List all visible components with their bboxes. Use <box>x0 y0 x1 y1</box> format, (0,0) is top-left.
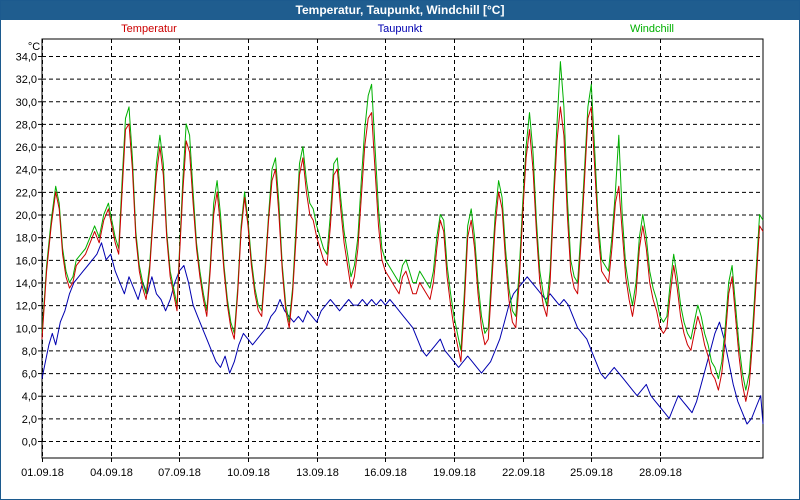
legend-windchill: Windchill <box>630 23 674 35</box>
y-tick-label: 0,0 <box>22 437 37 449</box>
y-tick-label: 30,0 <box>16 97 37 109</box>
series-line-taupunkt <box>41 242 764 425</box>
y-axis-label: °C <box>28 41 40 53</box>
y-tick-label: 32,0 <box>16 74 37 86</box>
chart: 0,0 2,0 4,0 6,0 8,0 10,0 12,0 14,0 16,0 18,0 20,0 2… <box>16 23 764 479</box>
x-tick-label: 01.09.18 <box>21 467 64 479</box>
y-tick-label: 24,0 <box>16 165 37 177</box>
axes: 0,0 2,0 4,0 6,0 8,0 10,0 12,0 14,0 16,0 18,0 20,0 2… <box>16 41 682 479</box>
y-tick-label: 20,0 <box>16 210 37 222</box>
grid <box>41 38 764 459</box>
y-tick-label: 28,0 <box>16 119 37 131</box>
y-tick-label: 6,0 <box>22 369 37 381</box>
y-tick-label: 2,0 <box>22 414 37 426</box>
y-tick-label: 26,0 <box>16 142 37 154</box>
y-tick-label: 10,0 <box>16 323 37 335</box>
x-tick-label: 28.09.18 <box>639 467 682 479</box>
series-line-windchill <box>41 61 764 391</box>
window-title: Temperatur, Taupunkt, Windchill [°C] <box>1 1 799 20</box>
x-tick-label: 07.09.18 <box>158 467 201 479</box>
x-tick-label: 13.09.18 <box>296 467 339 479</box>
series-lines <box>41 61 764 425</box>
x-tick-label: 19.09.18 <box>433 467 476 479</box>
legend-taupunkt: Taupunkt <box>378 23 423 35</box>
x-tick-label: 04.09.18 <box>90 467 133 479</box>
y-tick-label: 22,0 <box>16 187 37 199</box>
legend: Temperatur Taupunkt Windchill <box>121 23 674 35</box>
x-tick-label: 16.09.18 <box>364 467 407 479</box>
y-tick-label: 18,0 <box>16 233 37 245</box>
x-tick-label: 22.09.18 <box>502 467 545 479</box>
y-tick-label: 14,0 <box>16 278 37 290</box>
y-tick-label: 8,0 <box>22 346 37 358</box>
x-tick-label: 10.09.18 <box>227 467 270 479</box>
x-tick-label: 25.09.18 <box>570 467 613 479</box>
y-tick-label: 16,0 <box>16 255 37 267</box>
y-tick-label: 12,0 <box>16 301 37 313</box>
y-tick-label: 34,0 <box>16 51 37 63</box>
y-tick-label: 4,0 <box>22 391 37 403</box>
legend-temperatur: Temperatur <box>121 23 177 35</box>
series-line-temperatur <box>41 106 764 402</box>
